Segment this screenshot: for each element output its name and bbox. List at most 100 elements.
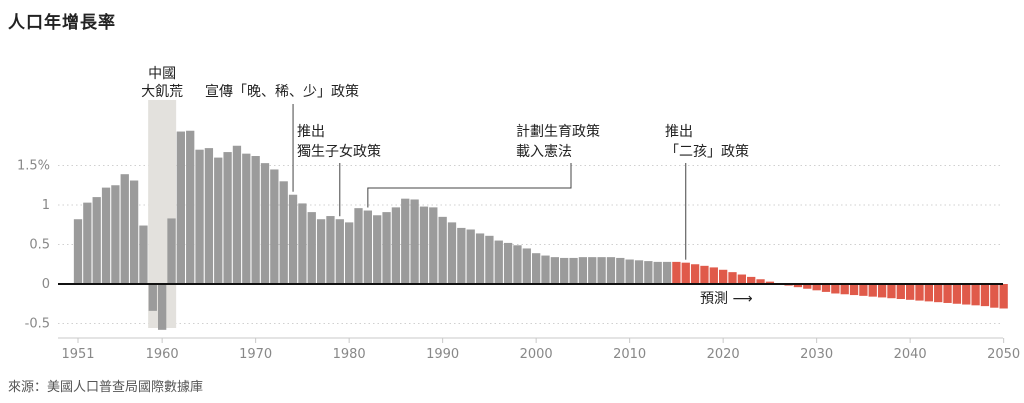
bar (681, 262, 690, 284)
bar (101, 187, 111, 284)
bar (129, 180, 139, 284)
bar (588, 257, 597, 284)
axis-layer: 1.5% 1 0.5 0 -0.5 1951 1960 1970 1980 1990 2000 201… (17, 159, 1020, 363)
bar (83, 202, 92, 284)
bar (719, 269, 728, 284)
bar (606, 257, 616, 284)
bar (560, 257, 569, 284)
bar (840, 284, 849, 295)
bar (690, 264, 700, 284)
y-tick-label: 1.5% (17, 159, 50, 174)
bar (597, 257, 606, 284)
bar (980, 284, 990, 307)
bar (578, 257, 588, 284)
bar (662, 261, 672, 284)
bar (354, 208, 363, 284)
bar (765, 281, 775, 284)
bar (532, 253, 541, 284)
y-tick-label: 1 (42, 198, 50, 213)
annotation-text: 載入憲法 (516, 143, 572, 160)
bar (260, 163, 270, 284)
x-tick-label: 1990 (426, 347, 459, 362)
x-tick-label: 1970 (239, 347, 272, 362)
y-tick-label: -0.5 (25, 317, 50, 332)
annotation-text: 獨生子女政策 (297, 143, 381, 160)
bar (120, 174, 129, 284)
bar (466, 229, 475, 284)
x-tick-label: 1951 (61, 347, 94, 362)
bar (279, 181, 288, 284)
bar (550, 257, 559, 284)
bar (569, 257, 578, 284)
forecast-label: 預測 ⟶ (700, 291, 753, 307)
bar (943, 284, 952, 303)
bar (999, 284, 1008, 309)
bar (447, 222, 457, 284)
bar (616, 257, 625, 284)
source-note: 來源：美國人口普查局國際數據庫 (8, 380, 204, 395)
bar (541, 255, 550, 284)
bar (410, 199, 419, 284)
bar (326, 216, 335, 284)
x-tick-label: 2010 (613, 347, 646, 362)
x-tick-label: 1980 (333, 347, 366, 362)
bar (401, 198, 410, 284)
bar (747, 276, 756, 284)
bar (971, 284, 980, 306)
bar-layer (73, 130, 1008, 330)
bar (485, 235, 494, 284)
bar (737, 274, 746, 284)
bar (728, 272, 737, 284)
x-tick-label: 2040 (894, 347, 927, 362)
bar (709, 267, 718, 284)
bar (363, 210, 372, 284)
bar (148, 284, 157, 311)
bar (653, 261, 662, 284)
bar (915, 284, 924, 301)
y-tick-label: 0.5 (29, 238, 50, 253)
bar (204, 148, 214, 284)
bar (849, 284, 859, 296)
bar (859, 284, 868, 296)
bar (270, 169, 279, 284)
bar (232, 145, 242, 284)
bar (307, 212, 316, 284)
bar (335, 219, 344, 284)
x-tick-label: 2000 (520, 347, 553, 362)
bar (634, 260, 644, 284)
bar (821, 284, 831, 292)
bar (475, 233, 485, 284)
bar (962, 284, 971, 305)
annotation-leader (367, 163, 572, 208)
bar (868, 284, 877, 297)
bar (934, 284, 943, 303)
bar (111, 185, 120, 284)
bar (176, 131, 185, 284)
bar (251, 156, 260, 284)
y-tick-label: 0 (42, 277, 50, 292)
bar (877, 284, 887, 298)
annotation-text: 宣傳「晚、稀、少」政策 (205, 83, 359, 100)
bar (831, 284, 840, 294)
bar (214, 157, 223, 284)
famine-label: 大飢荒 (141, 84, 183, 100)
bar (158, 284, 167, 330)
x-tick-label: 2050 (987, 347, 1020, 362)
bar (625, 259, 634, 284)
bar (700, 265, 709, 284)
annotation-text: 推出 (665, 124, 693, 140)
annotation-text: 「二孩」政策 (665, 143, 749, 160)
bar (990, 284, 999, 308)
bar (288, 194, 298, 284)
x-tick-label: 2030 (800, 347, 833, 362)
bar (419, 206, 429, 284)
bar (803, 284, 812, 289)
bar (195, 149, 204, 284)
bar (644, 261, 653, 284)
annotation-text: 推出 (297, 124, 325, 140)
bar (316, 219, 326, 284)
bar (672, 261, 681, 284)
bar (756, 279, 765, 284)
bar (373, 215, 382, 284)
